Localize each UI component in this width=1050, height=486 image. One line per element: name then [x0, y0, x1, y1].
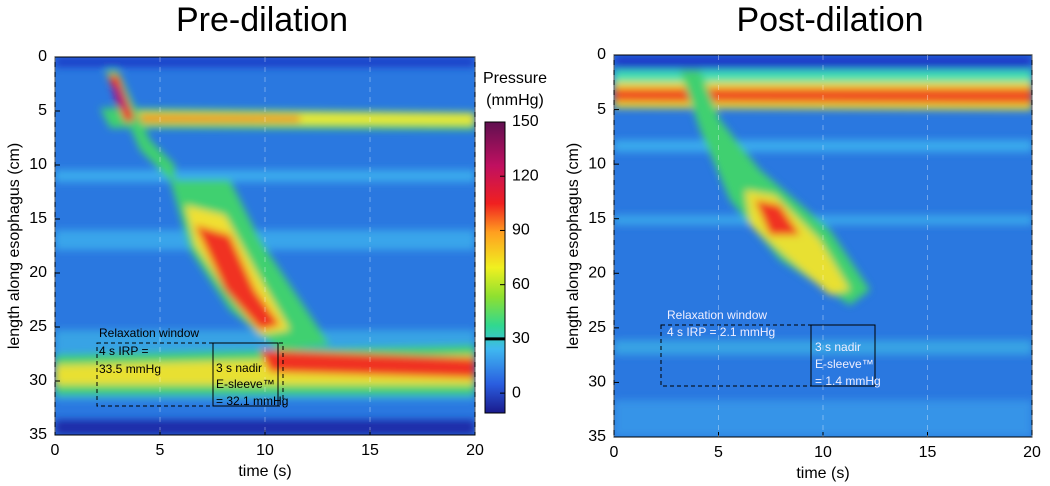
annotation: 4 s IRP = [99, 344, 148, 358]
x-tick-label: 5 [156, 442, 165, 459]
x-axis-label: time (s) [796, 465, 849, 482]
colorbar-title: (mmHg) [486, 92, 544, 109]
y-tick-label: 5 [38, 102, 47, 119]
chart-title: Pre-dilation [176, 1, 348, 39]
chart-title: Post-dilation [736, 1, 923, 39]
nadir-window [212, 342, 279, 407]
nadir-window [810, 324, 876, 387]
annotation: Relaxation window [667, 308, 767, 322]
colorbar [484, 121, 506, 414]
colorbar-tick-label: 30 [512, 330, 530, 347]
annotation: E-sleeve™ [216, 377, 275, 391]
y-tick-label: 15 [588, 210, 606, 227]
x-tick-label: 10 [814, 444, 832, 461]
annotation: E-sleeve™ [815, 357, 874, 371]
y-tick-label: 25 [588, 319, 606, 336]
relaxation-window [660, 324, 876, 387]
y-tick-label: 0 [597, 46, 606, 63]
x-tick-label: 20 [1023, 444, 1041, 461]
y-tick-label: 35 [29, 426, 47, 443]
x-axis-label: time (s) [238, 463, 291, 480]
annotation: 33.5 mmHg [99, 362, 161, 376]
y-tick-label: 20 [29, 264, 47, 281]
colorbar-title: Pressure [483, 70, 547, 87]
y-tick-label: 15 [29, 210, 47, 227]
x-tick-label: 20 [466, 442, 484, 459]
x-tick-label: 0 [51, 442, 60, 459]
y-tick-label: 30 [588, 374, 606, 391]
y-tick-label: 20 [588, 265, 606, 282]
y-tick-label: 5 [597, 101, 606, 118]
heatmap-right [614, 55, 1032, 437]
colorbar-tick-label: 150 [512, 113, 539, 130]
annotation: Relaxation window [99, 326, 199, 340]
y-tick-label: 10 [588, 155, 606, 172]
x-tick-label: 15 [361, 442, 379, 459]
colorbar-tick-label: 0 [512, 384, 521, 401]
x-tick-label: 15 [919, 444, 937, 461]
annotation: = 32.1 mmHg [216, 394, 288, 408]
colorbar-tick-label: 60 [512, 276, 530, 293]
relaxation-window [96, 342, 284, 407]
x-tick-label: 10 [256, 442, 274, 459]
x-tick-label: 0 [610, 444, 619, 461]
y-tick-label: 35 [588, 428, 606, 445]
annotation: 4 s IRP = 2.1 mmHg [667, 325, 775, 339]
y-tick-label: 10 [29, 156, 47, 173]
annotation: 3 s nadir [815, 340, 861, 354]
x-tick-label: 5 [714, 444, 723, 461]
y-axis-label: length along esophagus (cm) [6, 143, 23, 349]
y-tick-label: 30 [29, 372, 47, 389]
annotation: = 1.4 mmHg [815, 374, 881, 388]
colorbar-tick-label: 90 [512, 222, 530, 239]
y-axis-label: length along esophagus (cm) [565, 143, 582, 349]
y-tick-label: 25 [29, 318, 47, 335]
annotation: 3 s nadir [216, 361, 262, 375]
heatmap-left [55, 57, 475, 435]
colorbar-tick-label: 120 [512, 167, 539, 184]
y-tick-label: 0 [38, 48, 47, 65]
